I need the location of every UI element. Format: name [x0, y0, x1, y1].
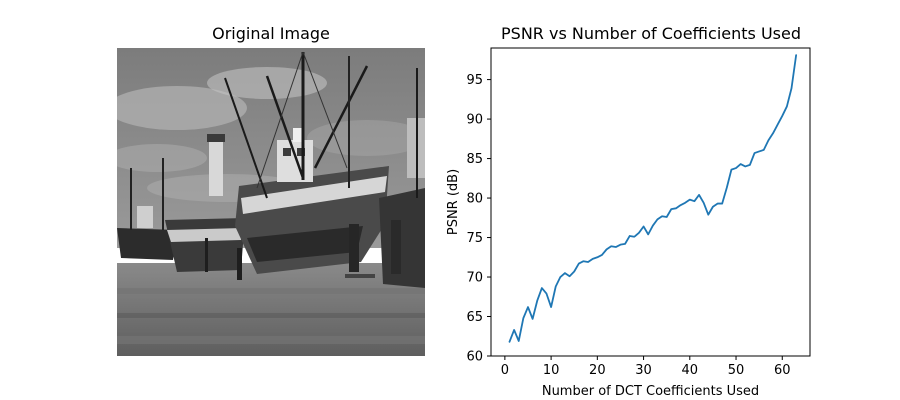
plot-frame — [490, 47, 811, 357]
y-tick-label: 90 — [466, 113, 483, 128]
harbor-boats-photo — [117, 48, 425, 356]
y-axis-label: PSNR (dB) — [446, 169, 461, 235]
y-tick-label: 95 — [466, 73, 483, 88]
y-tick-label: 60 — [466, 350, 483, 365]
photo-drawing — [117, 48, 425, 356]
y-tick-label: 65 — [466, 310, 483, 325]
image-title: Original Image — [212, 24, 330, 43]
x-tick-label: 50 — [728, 363, 745, 378]
x-tick-label: 0 — [501, 363, 509, 378]
x-tick-label: 10 — [543, 363, 560, 378]
y-tick-label: 70 — [466, 271, 483, 286]
x-tick-label: 20 — [589, 363, 606, 378]
x-axis-label: Number of DCT Coefficients Used — [542, 384, 759, 399]
x-tick-label: 60 — [774, 363, 791, 378]
y-tick-label: 80 — [466, 192, 483, 207]
y-tick-label: 85 — [466, 152, 483, 167]
y-tick-label: 75 — [466, 231, 483, 246]
x-tick-label: 40 — [682, 363, 699, 378]
x-tick-label: 30 — [635, 363, 652, 378]
axis-ticks: 0 10 20 30 40 50 60 60 65 70 75 80 85 90 95 — [466, 73, 790, 378]
chart-title: PSNR vs Number of Coefficients Used — [501, 24, 801, 43]
psnr-series-line — [508, 54, 798, 343]
